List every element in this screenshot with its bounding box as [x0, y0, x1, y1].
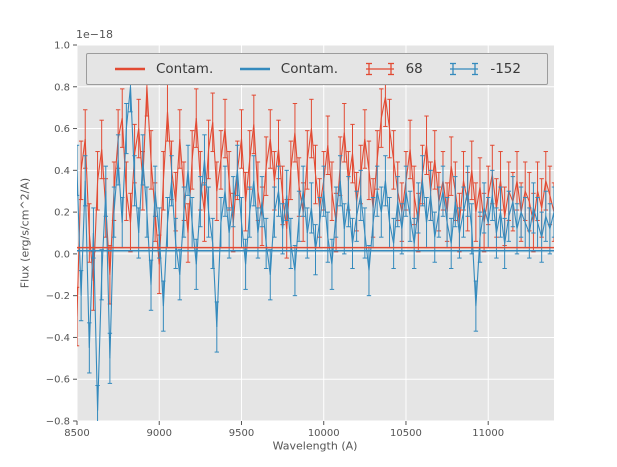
legend: Contam. Contam. 68 -152: [86, 53, 548, 85]
y-axis-offset-text: 1e−18: [76, 28, 113, 41]
data-layer: [77, 57, 554, 421]
legend-label: 68: [405, 61, 423, 77]
tick-label: 9500: [229, 428, 254, 439]
tick-label: 9000: [147, 428, 172, 439]
series--152: [77, 61, 554, 421]
legend-label: Contam.: [280, 61, 339, 77]
errorbar-glyph: [450, 62, 479, 76]
axis-ticks: 8500 9000 9500 10000 10500 11000 −0.8 −0.6 −0.4 −…: [46, 41, 504, 440]
tick-label: 11000: [472, 428, 504, 439]
legend-item-68: 68: [363, 60, 423, 78]
tick-label: −0.6: [46, 375, 70, 386]
legend-label: -152: [490, 61, 521, 77]
series-line-68: [77, 86, 554, 317]
line-glyph: [115, 67, 145, 71]
legend-item-contam: Contam.: [238, 60, 338, 78]
tick-label: 10500: [390, 428, 422, 439]
legend-label: Contam.: [156, 61, 214, 77]
tick-label: 1.0: [54, 41, 70, 52]
tick-label: 0.6: [54, 124, 70, 135]
series-line--152: [77, 86, 554, 411]
x-axis-label: Wavelength (A): [272, 439, 358, 453]
legend-item-152: -152: [447, 60, 521, 78]
y-axis-label: Flux (erg/s/cm^2/A): [18, 177, 32, 289]
tick-label: 0.2: [54, 208, 70, 219]
tick-label: −0.4: [46, 333, 70, 344]
tick-label: 8500: [64, 428, 89, 439]
tick-label: 0.0: [54, 249, 70, 260]
tick-label: 0.4: [54, 166, 70, 177]
tick-label: 0.8: [54, 82, 70, 93]
errorbar-glyph: [365, 62, 394, 76]
tick-label: −0.2: [46, 291, 70, 302]
tick-label: 10000: [308, 428, 340, 439]
tick-label: −0.8: [46, 417, 70, 428]
line-glyph: [239, 67, 270, 71]
legend-item-contam: Contam.: [113, 60, 213, 78]
